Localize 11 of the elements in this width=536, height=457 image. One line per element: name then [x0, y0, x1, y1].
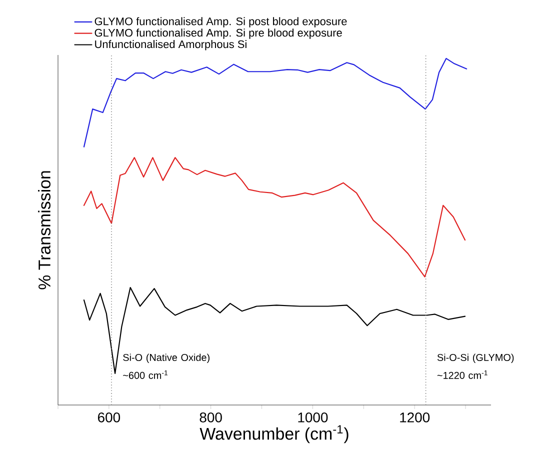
- ref-line-label: Si-O (Native Oxide) ~600 cm$^{-1}$: [123, 354, 210, 379]
- x-tick-label: 600: [98, 412, 120, 422]
- ref-line-label: Si-O-Si (GLYMO) ~1220 cm$^{-1}$: [437, 354, 514, 379]
- x-tick-label: 1000: [298, 412, 328, 422]
- x-tick-label: 1200: [400, 412, 430, 422]
- legend-label: GLYMO functionalised Amp. Si pre blood exposure: [94, 28, 342, 39]
- x-tick-label: 800: [200, 412, 222, 422]
- x-axis-title: Wavenumber (cm$^{-1}$): [200, 425, 348, 444]
- legend-label: Unfunctionalised Amorphous Si: [95, 40, 246, 50]
- y-axis-title: % Transmission: [38, 171, 50, 290]
- legend-label: GLYMO functionalised Amp. Si post blood exposure: [94, 17, 347, 28]
